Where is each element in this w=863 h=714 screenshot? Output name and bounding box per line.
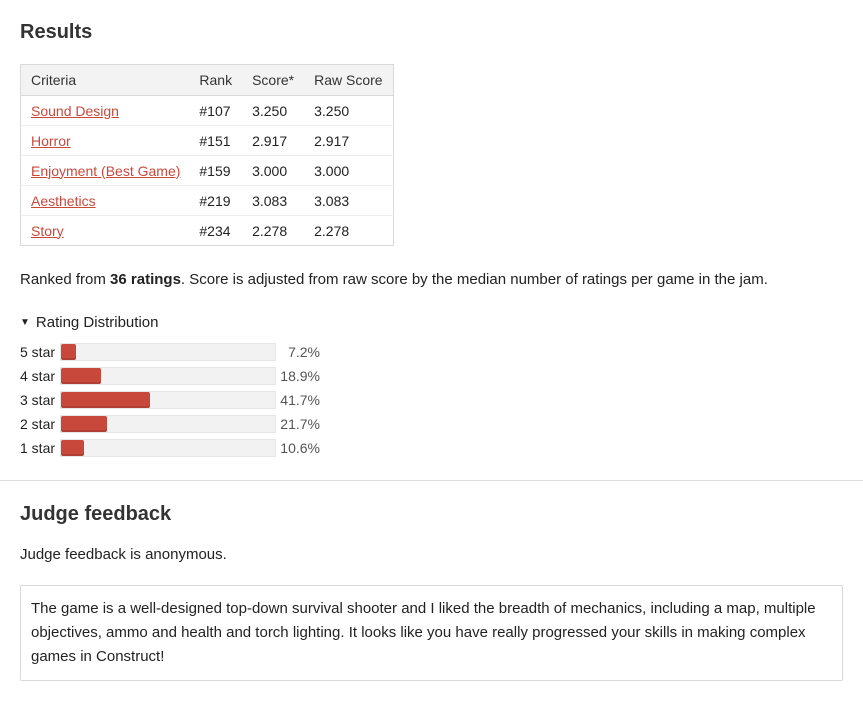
distribution-row: 1 star 10.6% (20, 436, 843, 460)
distribution-bar (61, 392, 151, 408)
criteria-cell: Horror (20, 125, 190, 156)
distribution-label: 5 star (20, 344, 56, 360)
distribution-label: 4 star (20, 368, 56, 384)
score-cell: 3.083 (242, 185, 305, 216)
header-criteria: Criteria (20, 64, 190, 96)
score-cell: 3.000 (242, 155, 305, 186)
rating-distribution-toggle[interactable]: ▼ Rating Distribution (20, 312, 843, 332)
rank-cell: #107 (199, 102, 231, 119)
distribution-track (60, 439, 276, 457)
rank-cell: #151 (189, 125, 243, 156)
distribution-label: 3 star (20, 392, 56, 408)
criteria-table: Criteria Rank Score* Raw Score Sound Des… (20, 64, 394, 246)
criteria-link-sound-design[interactable]: Sound Design (31, 102, 119, 119)
distribution-percent: 41.7% (280, 392, 320, 408)
header-score: Score* (242, 64, 305, 96)
results-heading: Results (20, 21, 93, 43)
distribution-row: 5 star 7.2% (20, 340, 843, 364)
rank-cell: #159 (189, 155, 243, 186)
table-row: Horror #151 2.917 2.917 (20, 125, 394, 156)
criteria-cell: Story (20, 215, 190, 246)
distribution-percent: 10.6% (280, 440, 320, 456)
criteria-link-horror[interactable]: Horror (31, 132, 71, 149)
score-cell: 2.278 (242, 215, 305, 246)
distribution-row: 2 star 21.7% (20, 412, 843, 436)
criteria-link-story[interactable]: Story (31, 222, 64, 239)
distribution-track (60, 415, 276, 433)
section-divider (0, 480, 863, 481)
ranked-summary: Ranked from 36 ratings. Score is adjuste… (20, 270, 843, 290)
ranked-prefix: Ranked from (20, 271, 111, 288)
distribution-label: 2 star (20, 416, 56, 432)
criteria-cell: Enjoyment (Best Game) (20, 155, 190, 186)
distribution-percent: 21.7% (280, 416, 320, 432)
judge-section: Judge feedback Judge feedback is anonymo… (0, 481, 863, 681)
header-rank: Rank (189, 64, 243, 96)
raw-score-cell: 3.083 (304, 185, 394, 216)
rank-cell: #219 (189, 185, 243, 216)
criteria-link-aesthetics[interactable]: Aesthetics (31, 192, 96, 209)
distribution-row: 3 star 41.7% (20, 388, 843, 412)
results-section: Results Criteria Rank Score* Raw Score S… (20, 21, 843, 460)
table-row: Enjoyment (Best Game) #159 3.000 3.000 (20, 155, 394, 186)
raw-score-cell: 2.917 (304, 125, 394, 156)
criteria-cell: Aesthetics (20, 185, 190, 216)
judge-feedback-heading: Judge feedback (20, 503, 172, 525)
table-row: Aesthetics #219 3.083 3.083 (20, 185, 394, 216)
ratings-count: 36 ratings (110, 271, 181, 288)
judge-anonymous-note: Judge feedback is anonymous. (20, 546, 227, 563)
judge-feedback-text: The game is a well-designed top-down sur… (20, 585, 843, 681)
table-row: Story #234 2.278 2.278 (20, 215, 394, 246)
distribution-label: 1 star (20, 440, 56, 456)
distribution-track (60, 367, 276, 385)
ranked-suffix: . Score is adjusted from raw score by th… (180, 271, 768, 288)
raw-score-cell: 3.000 (304, 155, 394, 186)
distribution-track (60, 391, 276, 409)
score-cell: 3.250 (252, 102, 288, 119)
criteria-link-enjoyment[interactable]: Enjoyment (Best Game) (31, 162, 181, 179)
distribution-bar (61, 368, 102, 384)
distribution-bar (61, 344, 77, 360)
score-cell: 2.917 (242, 125, 305, 156)
distribution-track (60, 343, 276, 361)
header-raw-score: Raw Score (304, 64, 394, 96)
raw-score-cell: 3.250 (314, 102, 350, 119)
raw-score-cell: 2.278 (304, 215, 394, 246)
distribution-bar (61, 440, 84, 456)
table-row: Sound Design #107 3.250 3.250 (21, 96, 394, 126)
distribution-bar (61, 416, 108, 432)
rating-distribution-list: 5 star 7.2% 4 star 18.9% 3 star 41.7% 2 … (20, 340, 843, 460)
triangle-down-icon: ▼ (20, 316, 30, 328)
criteria-cell: Sound Design (21, 96, 190, 126)
distribution-row: 4 star 18.9% (20, 364, 843, 388)
rank-cell: #234 (189, 215, 243, 246)
distribution-percent: 7.2% (288, 344, 320, 360)
table-header-row: Criteria Rank Score* Raw Score (20, 64, 394, 96)
rating-distribution-label: Rating Distribution (35, 313, 159, 331)
distribution-percent: 18.9% (280, 368, 320, 384)
